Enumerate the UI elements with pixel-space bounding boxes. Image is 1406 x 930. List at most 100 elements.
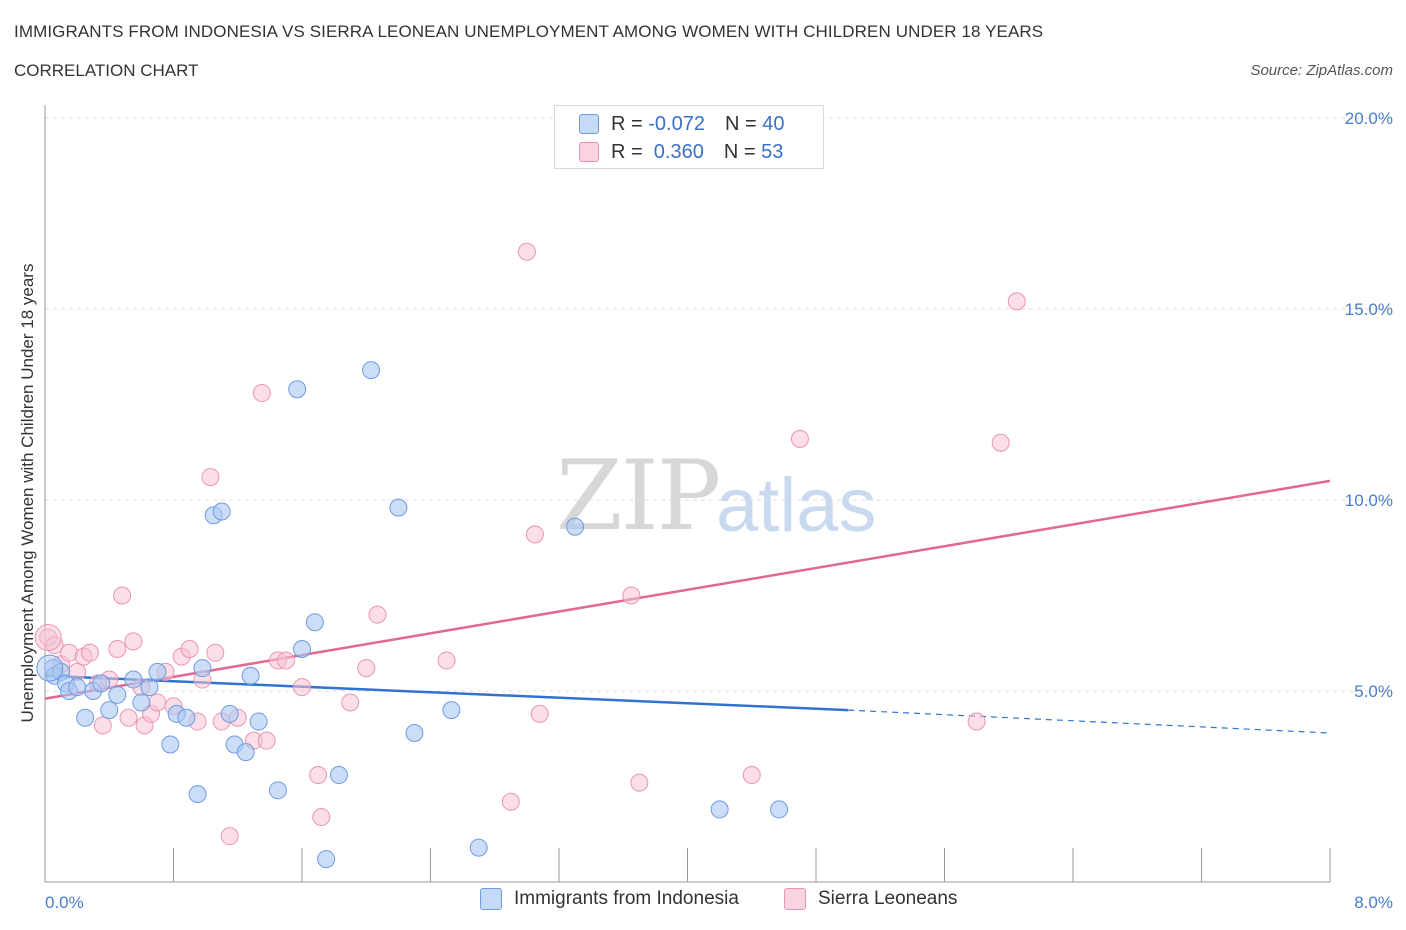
sierra-leoneans-point [525,525,544,544]
indonesia-point [132,693,151,712]
x-tick-label: 8.0% [1354,893,1393,912]
indonesia-point [124,670,143,689]
x-tick-label: 0.0% [45,893,84,912]
indonesia-point [249,712,268,731]
indonesia-point [148,662,167,681]
sierra-leoneans-point [437,651,456,670]
sierra-leoneans-trend-line [44,479,1331,700]
legend-r-value: -0.072 [648,112,705,135]
legend-n-value: 40 [762,112,785,135]
sierra-leoneans-point [368,605,387,624]
indonesia-point [236,743,255,762]
indonesia-point [389,498,408,517]
indonesia-point [36,654,64,682]
sierra-leoneans-point [742,766,761,785]
sierra-leoneans-point [341,693,360,712]
legend-swatch-pink [579,142,599,162]
indonesia-point [177,708,196,727]
sierra-leoneans-point [501,792,520,811]
indonesia-point [405,724,424,743]
indonesia-point [710,800,729,819]
indonesia-point [193,659,212,678]
bottom-legend-indonesia: Immigrants from Indonesia [480,888,739,910]
sierra-leoneans-point [108,639,127,658]
indonesia-point [305,613,324,632]
indonesia-point [241,666,260,685]
sierra-leoneans-point [119,708,138,727]
legend-swatch-blue [579,114,599,134]
indonesia-point [76,708,95,727]
sierra-leoneans-point [790,429,809,448]
legend-n-value: 53 [761,140,784,163]
watermark-atlas: atlas [716,463,877,548]
sierra-leoneans-point [220,827,239,846]
legend-row-indonesia: R = -0.072 N = 40 [579,112,784,136]
sierra-leoneans-point [257,731,276,750]
sierra-leoneans-point [530,704,549,723]
indonesia-point [469,838,488,857]
indonesia-point [212,502,231,521]
indonesia-point [140,678,159,697]
y-axis-label: Unemployment Among Women with Children U… [18,264,37,723]
y-tick-label: 5.0% [1354,682,1393,701]
watermark-zip: ZIP [556,440,721,552]
indonesia-point [442,701,461,720]
legend-n-label: N = [723,140,762,163]
sierra-leoneans-point [991,433,1010,452]
sierra-leoneans-point [1007,292,1026,311]
indonesia-point [188,785,207,804]
indonesia-point [108,685,127,704]
indonesia-point [220,704,239,723]
indonesia-points [36,361,789,869]
bottom-legend-sierra-leoneans: Sierra Leoneans [784,888,957,910]
legend-r-label: R = [611,140,649,163]
bottom-legend-label-indonesia: Immigrants from Indonesia [514,888,739,909]
legend-n-label: N = [724,112,763,135]
y-tick-label: 10.0% [1345,491,1393,510]
tick-labels: 5.0% 10.0% 15.0% 20.0% 0.0% 8.0% [45,109,1393,912]
sierra-leoneans-point [80,643,99,662]
sierra-leoneans-point [293,678,311,697]
indonesia-point [68,678,87,697]
legend-r-value: 0.360 [648,140,704,163]
sierra-leoneans-point [517,242,536,261]
sierra-leoneans-point [357,659,376,678]
indonesia-point [288,380,307,399]
indonesia-point [268,781,287,800]
bottom-legend-swatch-pink [784,888,806,910]
legend-row-sierra-leoneans: R = 0.360 N = 53 [579,140,783,164]
indonesia-point [161,735,180,754]
grid-lines [45,117,1390,692]
sierra-leoneans-point [309,766,328,785]
indonesia-point [92,674,111,693]
correlation-legend: R = -0.072 N = 40 R = 0.360 N = 53 [554,105,824,169]
sierra-leoneans-point [201,468,220,487]
sierra-leoneans-point [206,643,225,662]
trend-lines [44,479,1331,734]
chart-title: IMMIGRANTS FROM INDONESIA VS SIERRA LEON… [14,22,1044,41]
sierra-leoneans-point [34,624,62,652]
bottom-legend-swatch-blue [480,888,502,910]
sierra-leoneans-point [312,808,331,827]
indonesia-point [329,766,348,785]
chart-subtitle: CORRELATION CHART [14,61,199,80]
sierra-leoneans-point [113,586,132,605]
indonesia-point [317,850,336,869]
sierra-leoneans-point [276,651,295,670]
sierra-leoneans-point [967,712,986,731]
indonesia-point [770,800,789,819]
axes [44,105,1331,883]
bottom-legend-label-sierra: Sierra Leoneans [818,888,958,909]
sierra-leoneans-point [148,693,167,712]
y-tick-label: 15.0% [1345,300,1393,319]
sierra-leoneans-point [124,632,143,651]
indonesia-point [362,361,381,380]
sierra-leoneans-point [93,716,112,735]
indonesia-point [293,639,311,658]
sierra-leoneans-point [252,384,271,403]
y-tick-label: 20.0% [1345,109,1393,128]
sierra-leoneans-point [180,639,199,658]
legend-r-label: R = [611,112,649,135]
sierra-leoneans-point [630,773,649,792]
